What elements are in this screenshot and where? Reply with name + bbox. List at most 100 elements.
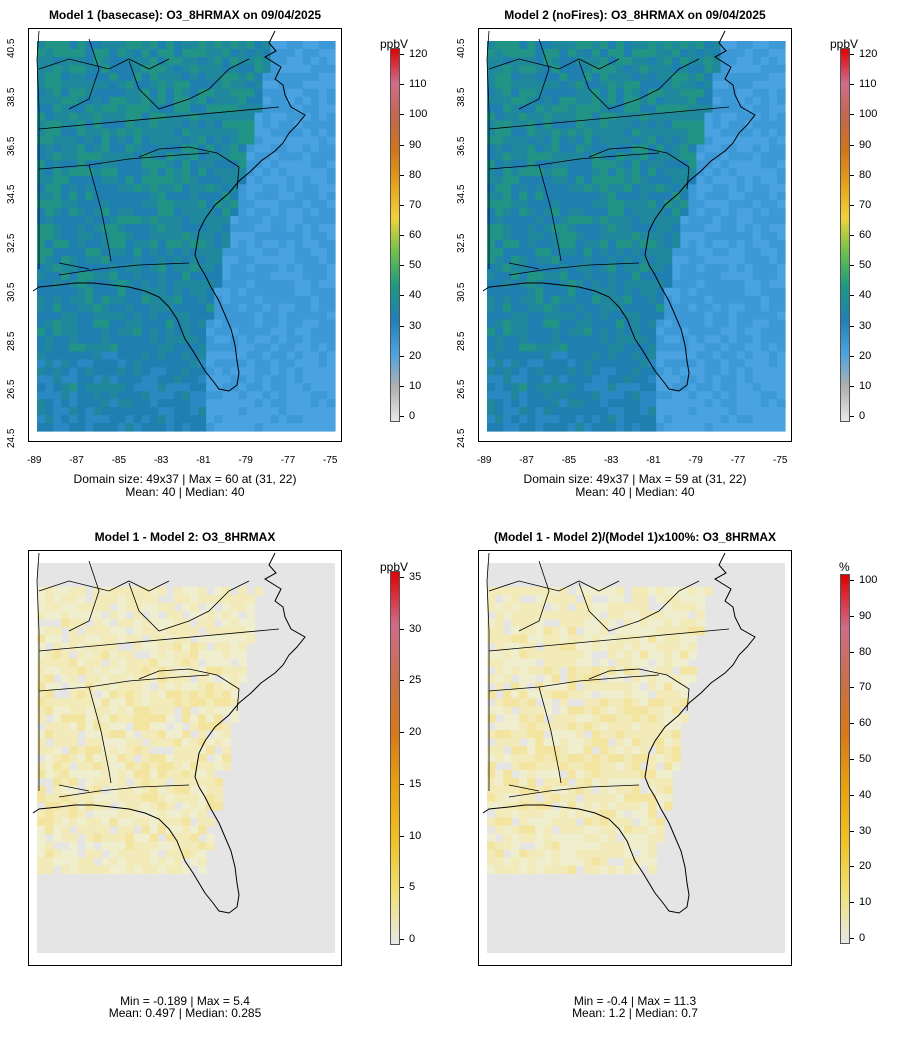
colorbar-tick-mark — [400, 385, 404, 387]
x-tick-label: -81 — [196, 455, 211, 466]
y-tick-label: 24.5 — [6, 428, 17, 448]
colorbar-tick-mark — [400, 114, 404, 116]
caption-line-2: Mean: 1.2 | Median: 0.7 — [572, 1006, 698, 1020]
colorbar-tick-mark — [850, 144, 854, 146]
colorbar — [840, 574, 850, 944]
colorbar-tick-label: 30 — [859, 319, 872, 332]
colorbar-tick-label: 35 — [409, 571, 422, 583]
y-tick-label: 34.5 — [456, 184, 467, 205]
colorbar-tick-label: 30 — [859, 824, 872, 837]
x-tick-label: -75 — [773, 455, 788, 466]
colorbar-unit: % — [839, 560, 850, 574]
colorbar-tick-mark — [400, 416, 404, 417]
colorbar-tick-mark — [400, 84, 404, 86]
y-tick-label: 36.5 — [6, 136, 17, 156]
caption-line-1: Min = -0.4 | Max = 11.3 — [573, 994, 697, 1008]
colorbar-tick-mark — [850, 385, 854, 387]
panel-pct: (Model 1 - Model 2)/(Model 1)x100%: O3_8… — [450, 520, 900, 1045]
colorbar-tick-mark — [850, 794, 854, 796]
colorbar-tick-label: 60 — [859, 229, 872, 241]
grid-cells — [487, 563, 785, 953]
colorbar-unit: ppbV — [380, 37, 409, 51]
coastline — [32, 30, 306, 392]
x-tick-label: -85 — [561, 455, 577, 466]
colorbar-tick-mark — [400, 265, 404, 267]
colorbar-tick-label: 20 — [859, 860, 872, 873]
colorbar-tick-label: 100 — [859, 574, 878, 586]
colorbar-tick-mark — [850, 866, 854, 868]
y-tick-label: 40.5 — [456, 38, 467, 58]
y-tick-label: 30.5 — [6, 282, 17, 302]
panel-title: (Model 1 - Model 2)/(Model 1)x100%: O3_8… — [493, 530, 777, 544]
colorbar-unit: ppbV — [830, 37, 859, 51]
panel-model2: Model 2 (noFires): O3_8HRMAX on 09/04/20… — [450, 0, 900, 520]
state-borders — [36, 30, 280, 276]
colorbar-tick-label: 50 — [859, 753, 872, 765]
colorbar-tick-label: 25 — [409, 674, 422, 687]
colorbar-tick-label: 5 — [409, 881, 416, 894]
colorbar-tick-label: 70 — [409, 198, 422, 211]
y-tick-label: 26.5 — [6, 379, 17, 400]
colorbar-tick-label: 70 — [859, 681, 872, 694]
colorbar-tick-mark — [850, 114, 854, 116]
colorbar-tick-mark — [400, 174, 404, 176]
panel-title: Model 1 - Model 2: O3_8HRMAX — [94, 530, 276, 544]
x-tick-label: -89 — [27, 455, 42, 466]
colorbar-tick-mark — [850, 235, 854, 236]
colorbar — [390, 48, 400, 422]
caption-line-1: Domain size: 49x37 | Max = 60 at (31, 22… — [73, 472, 297, 486]
colorbar-tick-label: 20 — [859, 349, 872, 362]
panel-model1: Model 1 (basecase): O3_8HRMAX on 09/04/2… — [0, 0, 450, 520]
y-tick-label: 38.5 — [456, 87, 467, 107]
colorbar-tick-mark — [850, 174, 854, 176]
map-model2 — [479, 29, 791, 441]
colorbar-tick-mark — [400, 235, 404, 236]
x-tick-label: -87 — [519, 455, 534, 466]
x-tick-label: -83 — [153, 455, 169, 466]
colorbar-tick-label: 40 — [859, 788, 872, 801]
colorbar-tick-label: 80 — [859, 168, 872, 181]
colorbar-tick-mark — [850, 416, 854, 417]
state-borders — [486, 30, 730, 276]
colorbar-tick-label: 100 — [409, 108, 428, 121]
y-tick-label: 38.5 — [6, 87, 17, 107]
colorbar-tick-label: 90 — [409, 138, 422, 151]
colorbar-tick-mark — [400, 680, 404, 682]
colorbar-tick-mark — [850, 938, 854, 939]
x-tick-label: -79 — [238, 455, 253, 466]
x-tick-label: -89 — [477, 455, 492, 466]
grid-cells — [487, 41, 786, 432]
map-diff — [29, 551, 341, 965]
state-borders — [486, 552, 730, 798]
colorbar-tick-mark — [850, 355, 854, 357]
coastline — [482, 552, 756, 914]
coastline — [482, 30, 756, 392]
colorbar-tick-label: 80 — [409, 168, 422, 181]
grid-cells — [37, 563, 335, 953]
colorbar-tick-mark — [400, 144, 404, 146]
colorbar-tick-label: 40 — [859, 289, 872, 302]
colorbar-tick-mark — [400, 939, 404, 940]
colorbar-tick-mark — [850, 265, 854, 267]
colorbar-tick-label: 15 — [409, 777, 422, 790]
colorbar-tick-mark — [400, 577, 404, 578]
colorbar-tick-mark — [850, 204, 854, 206]
x-tick-label: -77 — [730, 455, 746, 466]
x-tick-label: -83 — [603, 455, 619, 466]
y-tick-label: 28.5 — [456, 331, 467, 351]
x-tick-label: -87 — [69, 455, 84, 466]
colorbar-tick-mark — [400, 54, 404, 55]
colorbar-tick-mark — [850, 615, 854, 617]
colorbar-tick-label: 50 — [409, 259, 422, 272]
y-tick-label: 34.5 — [6, 184, 17, 205]
grid-cells — [37, 41, 336, 432]
y-tick-label: 32.5 — [6, 233, 17, 253]
x-tick-label: -85 — [111, 455, 127, 466]
y-tick-label: 30.5 — [456, 282, 467, 302]
caption-line-1: Domain size: 49x37 | Max = 59 at (31, 22… — [523, 472, 747, 486]
colorbar-tick-mark — [850, 580, 854, 581]
colorbar-tick-mark — [400, 355, 404, 357]
colorbar-tick-mark — [400, 325, 404, 327]
colorbar-tick-label: 0 — [409, 410, 416, 422]
colorbar-tick-label: 60 — [409, 229, 422, 241]
